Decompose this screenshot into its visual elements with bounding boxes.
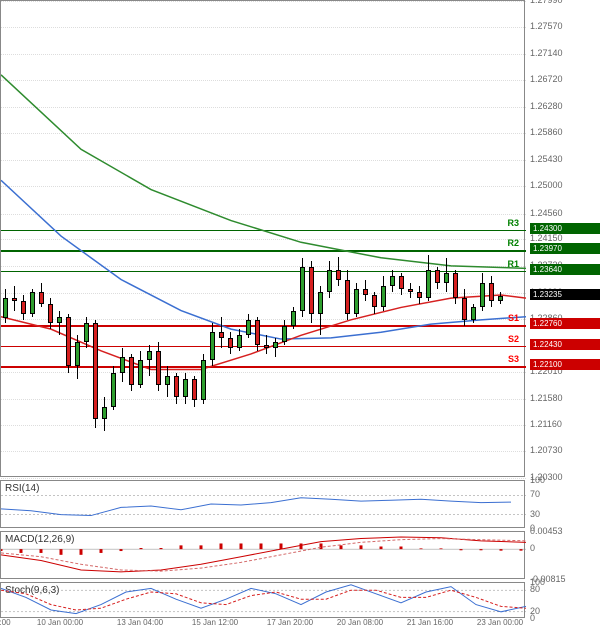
ma-blue bbox=[1, 180, 526, 339]
sr-label-s3: S3 bbox=[508, 354, 519, 364]
sr-label-s2: S2 bbox=[508, 334, 519, 344]
rsi-panel[interactable]: RSI(14) bbox=[0, 480, 525, 528]
rsi-ytick: 70 bbox=[525, 489, 540, 499]
sr-line-r1 bbox=[1, 271, 526, 273]
ytick: 1.27140 bbox=[525, 48, 563, 58]
sr-line-s3 bbox=[1, 366, 526, 368]
stoch-label: Stoch(9,6,3) bbox=[5, 585, 59, 596]
current-price-tag: 1.23235 bbox=[530, 289, 600, 300]
sr-tag-r1: 1.23640 bbox=[530, 264, 600, 275]
x-tick: :00 bbox=[0, 618, 11, 627]
sr-line-r3 bbox=[1, 230, 526, 232]
x-tick: 15 Jan 12:00 bbox=[192, 618, 238, 627]
sr-tag-s1: 1.22760 bbox=[530, 318, 600, 329]
stoch-k bbox=[1, 585, 526, 614]
stoch-d bbox=[1, 590, 526, 610]
rsi-y-axis: 10070300 bbox=[525, 480, 600, 528]
macd-panel[interactable]: MACD(12,26,9) bbox=[0, 531, 525, 579]
macd-line bbox=[1, 537, 526, 572]
ytick: 1.24150 bbox=[525, 233, 563, 243]
x-tick: 20 Jan 08:00 bbox=[337, 618, 383, 627]
stoch-panel[interactable]: Stoch(9,6,3) bbox=[0, 582, 525, 618]
macd-ytick: 0.00453 bbox=[525, 526, 563, 536]
sr-tag-s2: 1.22430 bbox=[530, 339, 600, 350]
ytick: 1.25000 bbox=[525, 180, 563, 190]
ytick: 1.25430 bbox=[525, 154, 563, 164]
ytick: 1.20730 bbox=[525, 445, 563, 455]
macd-ytick: 0 bbox=[525, 543, 535, 553]
ytick: 1.27570 bbox=[525, 21, 563, 31]
sr-tag-r2: 1.23970 bbox=[530, 243, 600, 254]
sr-label-r3: R3 bbox=[507, 218, 519, 228]
sr-label-r1: R1 bbox=[507, 259, 519, 269]
x-tick: 13 Jan 04:00 bbox=[117, 618, 163, 627]
ytick: 1.26280 bbox=[525, 101, 563, 111]
main-y-axis: 1.27990 1.27570 1.27140 1.26720 1.26280 1.258… bbox=[525, 0, 600, 477]
ytick: 1.26720 bbox=[525, 74, 563, 84]
ytick: 1.27990 bbox=[525, 0, 563, 5]
ytick: 1.25860 bbox=[525, 127, 563, 137]
sr-tag-r3: 1.24300 bbox=[530, 223, 600, 234]
macd-signal bbox=[1, 539, 526, 572]
ytick: 1.24560 bbox=[525, 208, 563, 218]
x-tick: 23 Jan 00:00 bbox=[477, 618, 523, 627]
sr-label-s1: S1 bbox=[508, 313, 519, 323]
stoch-ytick: 80 bbox=[525, 584, 540, 594]
x-tick: 21 Jan 16:00 bbox=[407, 618, 453, 627]
x-tick: 17 Jan 20:00 bbox=[267, 618, 313, 627]
ytick: 1.21160 bbox=[525, 419, 562, 429]
rsi-ytick: 100 bbox=[525, 475, 545, 485]
sr-line-s1 bbox=[1, 325, 526, 327]
macd-y-axis: 0.004530-0.00815 bbox=[525, 531, 600, 579]
macd-label: MACD(12,26,9) bbox=[5, 534, 74, 545]
rsi-label: RSI(14) bbox=[5, 483, 39, 494]
main-price-chart[interactable]: R3 R2 R1 S1 S2 S3 bbox=[0, 0, 525, 477]
sr-line-r2 bbox=[1, 250, 526, 252]
x-tick: 10 Jan 00:00 bbox=[37, 618, 83, 627]
sr-label-r2: R2 bbox=[507, 238, 519, 248]
sr-tag-s3: 1.22100 bbox=[530, 359, 600, 370]
rsi-line bbox=[1, 498, 511, 516]
stoch-ytick: 0 bbox=[525, 613, 535, 623]
ytick: 1.21580 bbox=[525, 393, 563, 403]
stoch-y-axis: 10080200 bbox=[525, 582, 600, 618]
rsi-ytick: 30 bbox=[525, 509, 540, 519]
x-axis: :00 10 Jan 00:00 13 Jan 04:00 15 Jan 12:00 1… bbox=[0, 618, 525, 633]
